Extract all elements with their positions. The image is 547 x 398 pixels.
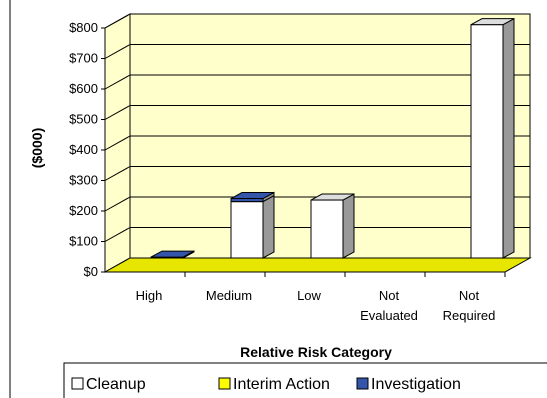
legend: Cleanup Interim Action Investigation (64, 363, 547, 398)
x-tick-label: Not (379, 288, 400, 303)
x-tick-label: High (136, 288, 163, 303)
x-tick-label: Required (443, 308, 496, 323)
x-tick-labels: High Medium Low Not Evaluated Not Required (136, 288, 496, 323)
x-tick-label: Not (459, 288, 480, 303)
x-tick-label: Evaluated (360, 308, 418, 323)
bar-side (263, 196, 274, 258)
bar-cleanup (231, 202, 263, 258)
x-axis-title: Relative Risk Category (240, 344, 392, 360)
legend-swatch (219, 378, 230, 389)
y-tick-label: $0 (84, 264, 98, 279)
bar-cleanup (311, 200, 343, 258)
y-tick-label: $400 (69, 142, 98, 157)
x-tick-label: Medium (206, 288, 252, 303)
y-tick-label: $200 (69, 203, 98, 218)
legend-swatch (357, 378, 368, 389)
y-tick-label: $500 (69, 112, 98, 127)
legend-label: Cleanup (86, 376, 146, 393)
bar-side (343, 194, 354, 258)
legend-label: Interim Action (233, 376, 330, 393)
legend-swatch (72, 378, 83, 389)
y-tick-labels: $0 $100 $200 $300 $400 $500 $600 $700 $800 (69, 20, 98, 279)
y-axis-title: ($000) (29, 128, 45, 168)
y-tick-label: $700 (69, 51, 98, 66)
bar-side (503, 19, 514, 258)
plot-floor (105, 258, 530, 272)
legend-label: Investigation (371, 376, 461, 393)
floor (105, 258, 530, 272)
bar-cleanup (471, 25, 503, 258)
x-tick-label: Low (297, 288, 321, 303)
y-tick-label: $800 (69, 20, 98, 35)
y-tick-label: $600 (69, 81, 98, 96)
y-tick-label: $100 (69, 234, 98, 249)
y-tick-label: $300 (69, 173, 98, 188)
